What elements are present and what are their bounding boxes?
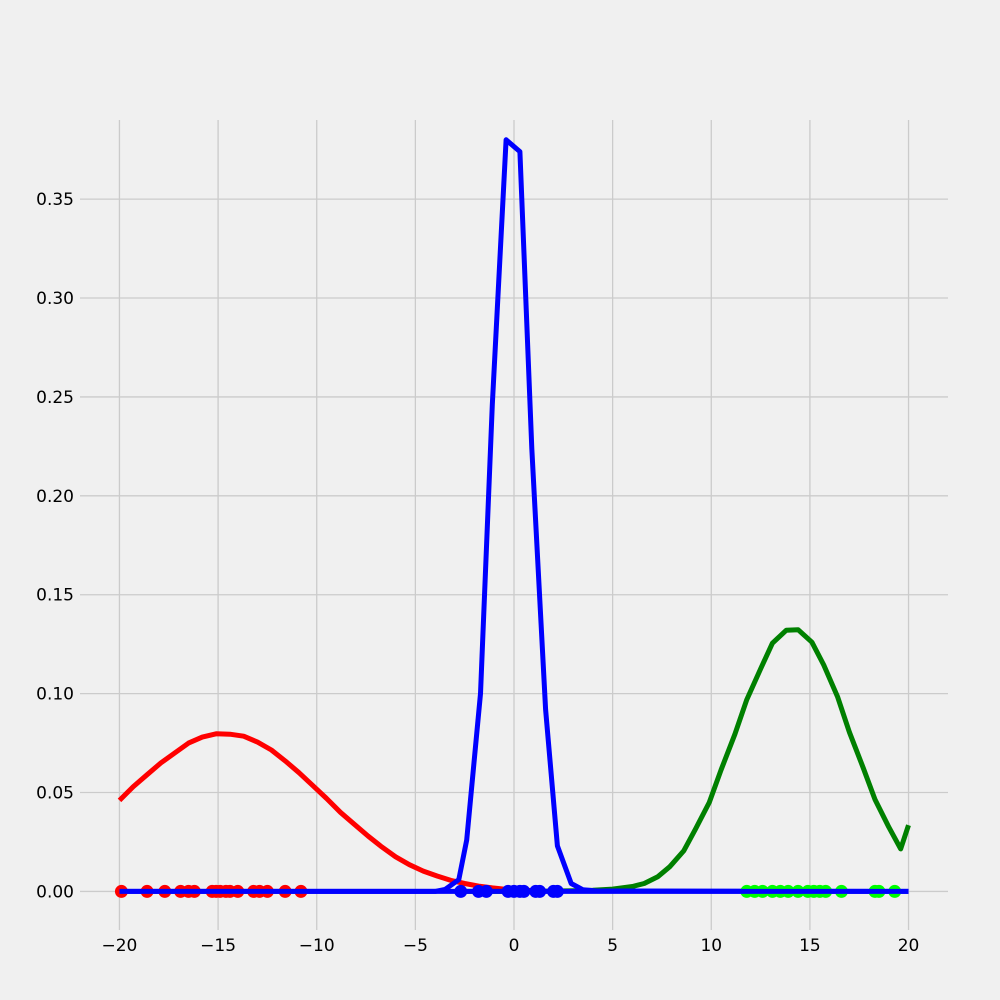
y-tick-label: 0.15 [36,586,74,606]
series-line [117,731,534,894]
grid [80,120,948,930]
y-tick-label: 0.25 [36,388,74,408]
series-line [119,137,909,894]
x-tick-label: 20 [898,936,920,956]
x-tick-label: 15 [799,936,821,956]
x-tick-label: −10 [299,936,335,956]
y-tick-label: 0.05 [36,784,74,804]
y-tick-label: 0.10 [36,685,74,705]
x-tick-label: −5 [403,936,428,956]
series-line [454,627,911,894]
x-tick-label: 10 [700,936,722,956]
y-tick-label: 0.00 [36,882,74,902]
y-tick-label: 0.30 [36,289,74,309]
y-axis-ticks: 0.00 0.05 0.10 0.15 0.20 0.25 0.30 0.35 [36,190,74,902]
x-tick-label: 5 [607,936,618,956]
y-tick-label: 0.20 [36,487,74,507]
y-tick-label: 0.35 [36,190,74,210]
x-tick-label: 0 [509,936,520,956]
x-axis-ticks: −20 −15 −10 −5 0 5 10 15 20 [102,936,920,956]
x-tick-label: −20 [102,936,138,956]
x-tick-label: −15 [200,936,236,956]
